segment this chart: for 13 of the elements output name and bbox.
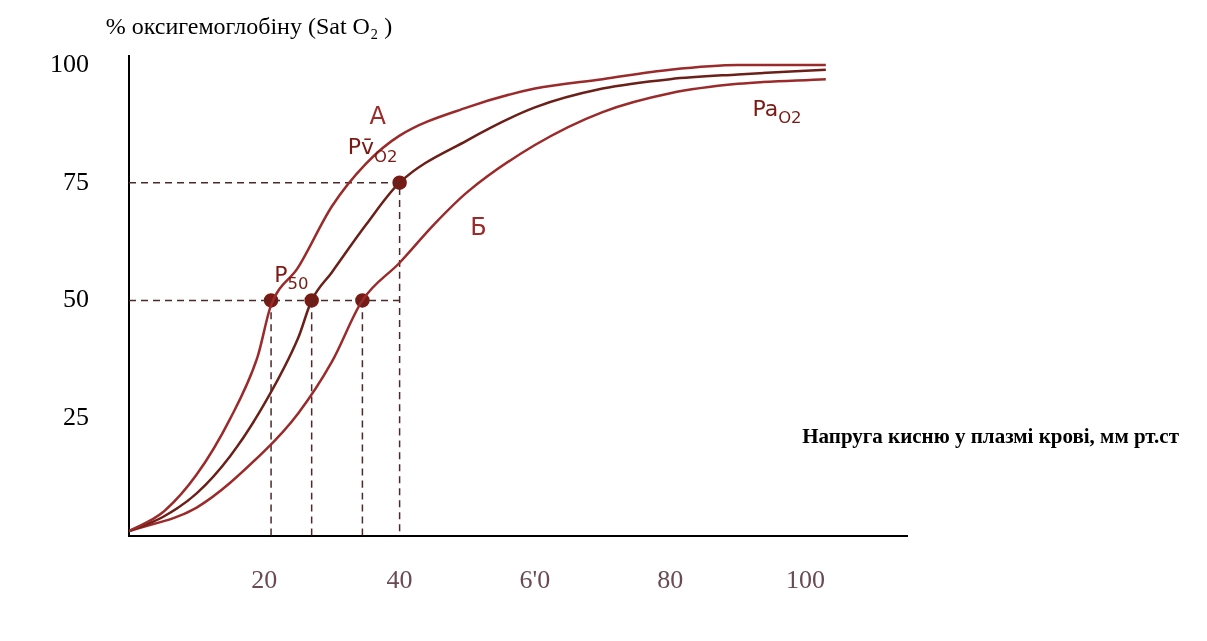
x-tick-label: 6'0 [519, 565, 551, 595]
x-tick-label: 100 [786, 565, 826, 595]
x-tick-label: 40 [386, 565, 413, 595]
y-tick-label: 100 [50, 48, 89, 78]
y-tick-label: 50 [63, 284, 89, 314]
x-axis-title: Напруга кисню у плазмі крові, мм рт.ст [802, 424, 1180, 449]
x-tick-label: 20 [251, 565, 278, 595]
series-label: Б [470, 213, 487, 242]
y-axis-title: % оксигемоглобіну (Sat O₂ ) [105, 13, 393, 39]
x-tick-label: 80 [657, 565, 684, 595]
series-label: A [369, 101, 387, 130]
y-tick-label: 75 [63, 166, 89, 196]
y-tick-label: 25 [63, 401, 89, 431]
